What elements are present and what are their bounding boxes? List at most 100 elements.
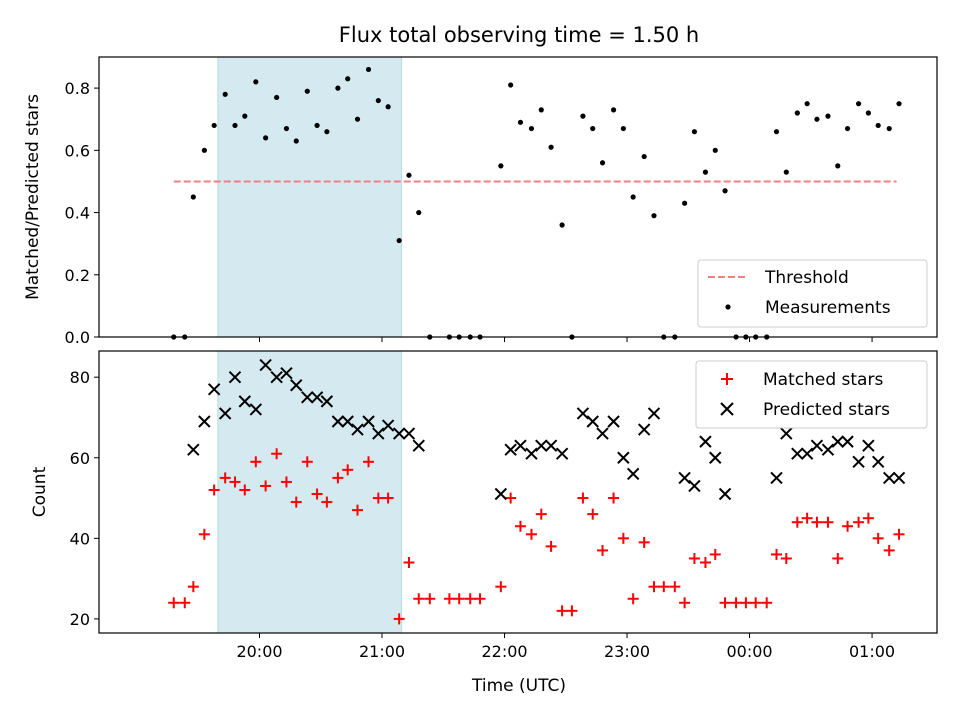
predicted-star-point (718, 487, 732, 501)
matched-star-point (679, 597, 691, 609)
matched-star-point (363, 456, 375, 468)
predicted-star-points (187, 358, 906, 501)
top-plot-frame (98, 56, 938, 338)
measurement-point (365, 66, 372, 73)
predicted-star-point (821, 443, 835, 456)
matched-star-point (179, 597, 191, 609)
bottom-plot-frame (98, 350, 938, 634)
matched-star-point (740, 597, 752, 609)
matched-star-point (260, 480, 272, 492)
matched-star-point (577, 492, 589, 504)
matched-star-point (525, 528, 537, 540)
shaded-region (217, 56, 403, 338)
predicted-star-point (301, 391, 314, 404)
measurement-point (886, 125, 892, 132)
measurement-point (263, 135, 269, 141)
measurement-point (283, 125, 290, 132)
measurement-point (375, 97, 381, 104)
predicted-legend-label: Predicted stars (763, 400, 890, 420)
predicted-star-point (270, 370, 283, 384)
predicted-star-point (883, 471, 896, 485)
x-tick-label: 00:00 (726, 642, 772, 661)
measurement-point (875, 122, 881, 129)
matched-star-point (709, 548, 721, 560)
matched-star-point (587, 508, 599, 520)
measurement-point (773, 129, 780, 135)
x-tick-label: 01:00 (849, 642, 895, 661)
predicted-star-point (228, 370, 242, 384)
matched-star-point (403, 557, 415, 568)
measurement-point (396, 237, 402, 244)
measurement-point (253, 79, 259, 85)
matched-star-point (453, 593, 465, 605)
matched-star-point (342, 464, 354, 476)
chart-title: Flux total observing time = 1.50 h (339, 23, 699, 47)
y-tick-label: 0.0 (65, 328, 90, 347)
top-legend-box (697, 259, 928, 328)
matched-star-point (627, 593, 639, 605)
matched-star-point (832, 552, 844, 564)
matched-legend-swatch (721, 373, 733, 385)
measurement-point (354, 116, 361, 122)
x-tick-label: 23:00 (604, 642, 650, 661)
matched-star-point (535, 508, 547, 520)
matched-star-point (545, 540, 557, 552)
matched-star-point (771, 548, 783, 560)
predicted-star-point (362, 415, 375, 428)
matched-star-point (208, 484, 220, 496)
predicted-star-point (800, 447, 814, 460)
y-tick-label: 80 (70, 368, 90, 387)
matched-star-point (699, 557, 711, 568)
matched-star-point (239, 484, 251, 496)
predicted-star-point (596, 427, 609, 440)
matched-star-points (168, 448, 905, 625)
matched-star-point (271, 448, 283, 460)
x-tick-label: 21:00 (359, 642, 405, 661)
measurement-point (559, 222, 565, 228)
predicted-star-point (372, 427, 385, 440)
top-y-axis-label: Matched/Predicted stars (23, 94, 43, 300)
y-tick-label: 20 (70, 610, 90, 629)
measurement-point (599, 160, 606, 166)
measurement-point (651, 213, 657, 219)
y-tick-label: 40 (70, 529, 90, 548)
bottom-yticks: 20 40 60 80 (70, 368, 99, 629)
measurement-point (508, 82, 514, 88)
matched-star-point (761, 597, 773, 609)
y-tick-label: 0.8 (65, 79, 90, 98)
predicted-star-point (810, 439, 824, 452)
measurement-point (682, 200, 688, 206)
predicted-star-point (688, 479, 701, 493)
measurement-point (844, 125, 851, 132)
measurement-point (517, 119, 524, 125)
measurement-point (814, 116, 820, 122)
predicted-star-point (780, 427, 793, 440)
predicted-star-point (699, 435, 712, 448)
predicted-star-point (770, 471, 783, 485)
predicted-star-point (871, 455, 885, 468)
x-tick-label: 22:00 (481, 642, 527, 661)
measurement-point (293, 138, 299, 144)
predicted-star-point (238, 395, 251, 408)
matched-star-point (301, 456, 313, 468)
predicted-star-point (504, 443, 517, 456)
matched-star-point (352, 504, 364, 516)
predicted-star-point (514, 439, 527, 452)
matched-star-point (382, 492, 394, 504)
measurement-point (232, 122, 238, 129)
x-tick-label: 20:00 (236, 642, 282, 661)
matched-star-point (311, 488, 323, 500)
matched-star-point (608, 492, 620, 504)
predicted-star-point (647, 407, 661, 420)
matched-star-point (474, 593, 486, 605)
matched-star-point (842, 520, 854, 532)
measurement-point (783, 169, 789, 175)
predicted-star-point (852, 455, 865, 468)
matched-star-point (219, 472, 231, 484)
predicted-star-point (709, 451, 722, 464)
predicted-star-point (320, 395, 334, 408)
measurement-point (610, 107, 617, 113)
measurement-point (835, 163, 841, 169)
matched-star-point (198, 528, 210, 540)
